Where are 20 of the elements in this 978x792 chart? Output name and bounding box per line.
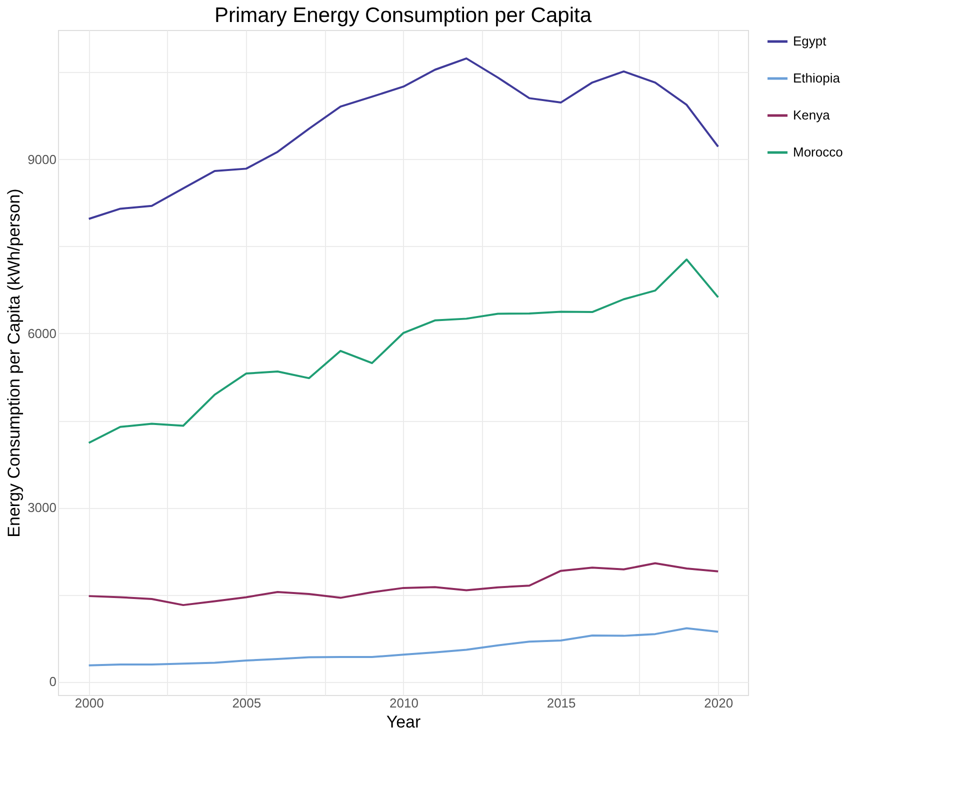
line-series — [88, 562, 720, 606]
x-tick-label: 2005 — [232, 696, 262, 710]
line-series — [88, 57, 720, 220]
x-tick-label: 2010 — [390, 696, 418, 710]
legend-label: Egypt — [793, 34, 827, 48]
legend-label: Kenya — [793, 108, 831, 122]
x-tick-label: 2015 — [546, 696, 576, 710]
chart-title: Primary Energy Consumption per Capita — [214, 4, 592, 27]
x-tick-label: 2000 — [74, 696, 104, 710]
legend-label: Morocco — [793, 144, 843, 160]
legend-label: Ethiopia — [793, 70, 841, 86]
y-tick-label: 6000 — [28, 326, 56, 341]
x-tick-label: 2020 — [704, 696, 734, 710]
y-tick-label: 9000 — [28, 152, 56, 167]
y-tick-label: 0 — [49, 674, 56, 690]
x-axis-title: Year — [386, 712, 422, 732]
line-series — [88, 627, 720, 666]
y-axis-title: Energy Consumption per Capita (kWh/person) — [4, 188, 24, 538]
line-series — [88, 258, 720, 444]
y-tick-label: 3000 — [28, 500, 56, 516]
